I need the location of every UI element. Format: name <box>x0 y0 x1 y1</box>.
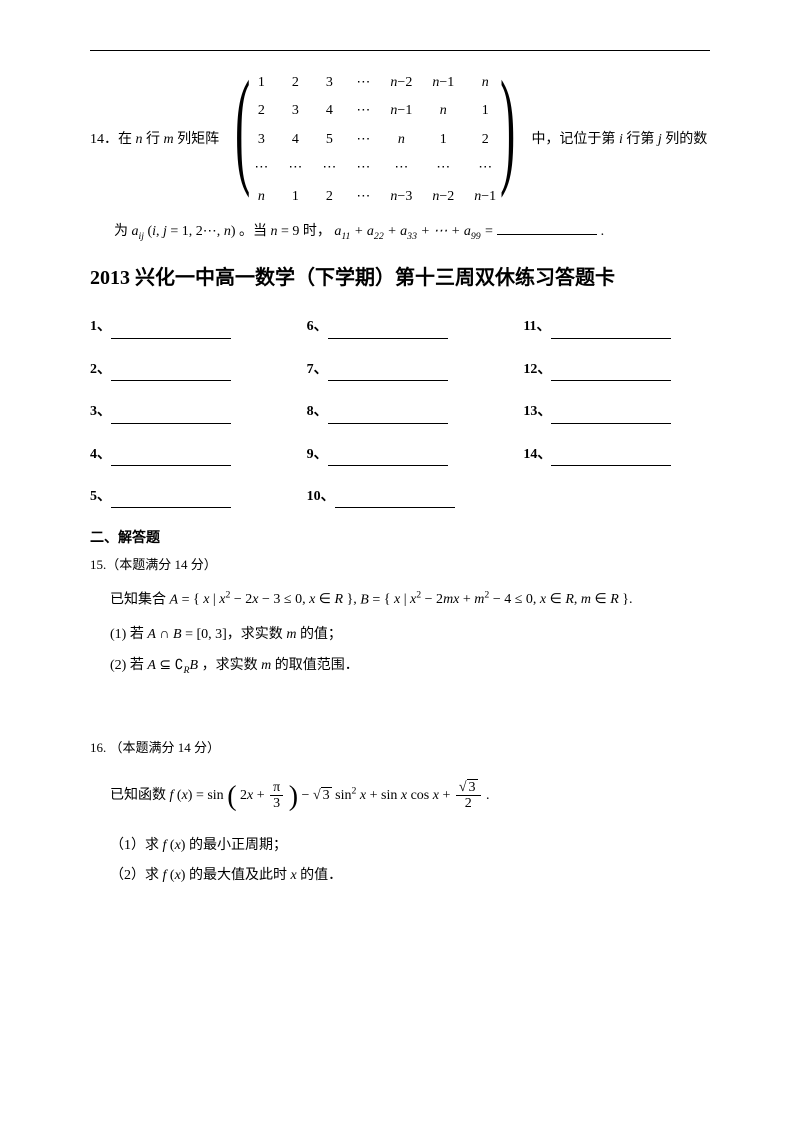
matrix-table: 123⋯n−2n−1n 234⋯n−1n1 345⋯n12 ⋯⋯⋯⋯⋯⋯⋯ n1… <box>244 69 506 211</box>
q15-head: 15.（本题满分 14 分） <box>90 555 710 576</box>
paren-right-icon: ) <box>500 69 515 211</box>
q14-aij: aij <box>132 224 144 239</box>
answer-10: 10、 <box>307 486 494 508</box>
q16-end: . <box>486 788 490 803</box>
answer-13-blank[interactable] <box>551 410 671 424</box>
q15-setB-expr: { x | x2 − 2mx + m2 − 4 ≤ 0, x ∈ R, m ∈ … <box>384 592 633 607</box>
top-rule <box>90 50 710 51</box>
q16-pre: 已知函数 <box>110 788 170 803</box>
answer-6-blank[interactable] <box>328 325 448 339</box>
answer-12-blank[interactable] <box>551 367 671 381</box>
q14-number: 14． <box>90 129 118 151</box>
q14-period: 。当 <box>239 224 271 239</box>
answer-4-blank[interactable] <box>111 452 231 466</box>
answer-2-blank[interactable] <box>111 367 231 381</box>
matrix: ( 123⋯n−2n−1n 234⋯n−1n1 345⋯n12 ⋯⋯⋯⋯⋯⋯⋯ … <box>221 69 529 211</box>
q16-minus: − <box>302 788 313 803</box>
answer-5: 5、 <box>90 486 277 508</box>
answer-1: 1、 <box>90 316 277 338</box>
answer-2: 2、 <box>90 359 277 381</box>
paren-left-icon: ( <box>235 69 250 211</box>
answer-8-blank[interactable] <box>328 410 448 424</box>
answer-11: 11、 <box>523 316 710 338</box>
q14-cond: (i, j = 1, 2⋯, n) <box>147 224 239 239</box>
q14-when: 时， <box>303 224 331 239</box>
q15-sub1: (1) 若 A ∩ B = [0, 3]，求实数 m 的值； <box>110 624 710 646</box>
q14-blank[interactable] <box>497 221 597 235</box>
q15-setB: B <box>360 592 369 607</box>
frac-pi-3: π 3 <box>270 780 283 812</box>
q16-body: 已知函数 f (x) = sin ( 2x + π 3 ) − √3 sin2 … <box>110 769 710 825</box>
answer-3-blank[interactable] <box>111 410 231 424</box>
q16-fx: f <box>170 788 174 803</box>
q15-setA-expr: { x | x2 − 2x − 3 ≤ 0, x ∈ R }, <box>193 592 357 607</box>
q14-line2: 为 aij (i, j = 1, 2⋯, n) 。当 n = 9 时， a11 … <box>114 221 710 244</box>
q14-end: . <box>601 224 605 239</box>
q16-sub2: （2）求 f (x) 的最大值及此时 x 的值． <box>110 865 710 887</box>
answer-8: 8、 <box>307 401 494 423</box>
q14-pre-text: 在 n 行 m 列矩阵 <box>118 129 219 151</box>
q15-setA: A <box>170 592 179 607</box>
answer-7: 7、 <box>307 359 494 381</box>
question-15: 15.（本题满分 14 分） 已知集合 A = { x | x2 − 2x − … <box>90 555 710 678</box>
answer-7-blank[interactable] <box>328 367 448 381</box>
q15-pre: 已知集合 <box>110 592 170 607</box>
page-title: 2013 兴化一中高一数学（下学期）第十三周双休练习答题卡 <box>90 262 710 294</box>
q15-setA-eq: = <box>182 592 193 607</box>
rparen-icon: ) <box>289 781 298 812</box>
sqrt3-icon: √3 <box>313 787 332 803</box>
q14-eq9: = 9 <box>281 224 303 239</box>
q14-sum: a11 + a22 + a33 + ⋯ + a99 = <box>334 224 497 239</box>
answer-grid: 1、 6、 11、 2、 7、 12、 3、 8、 13、 4、 9、 14、 … <box>90 316 710 508</box>
q16-arg: 2x + <box>240 788 268 803</box>
q16-sin2x: sin2 x + sin x cos x + <box>335 788 454 803</box>
answer-9: 9、 <box>307 444 494 466</box>
q14-line2-a: 为 <box>114 224 132 239</box>
answer-13: 13、 <box>523 401 710 423</box>
q16-head: 16. （本题满分 14 分） <box>90 738 710 759</box>
frac-sqrt3-2-num: √3 <box>456 780 481 796</box>
question-16: 16. （本题满分 14 分） 已知函数 f (x) = sin ( 2x + … <box>90 738 710 888</box>
answer-11-blank[interactable] <box>551 325 671 339</box>
q15-setB-eq: = <box>372 592 383 607</box>
question-14: 14． 在 n 行 m 列矩阵 ( 123⋯n−2n−1n 234⋯n−1n1 … <box>90 69 710 211</box>
answer-3: 3、 <box>90 401 277 423</box>
answer-6: 6、 <box>307 316 494 338</box>
lparen-icon: ( <box>227 781 236 812</box>
q15-sub2: (2) 若 A ⊆ ∁RB ，求实数 m 的取值范围． <box>110 655 710 678</box>
frac-sqrt3-2: √3 2 <box>456 780 481 812</box>
section-2-heading: 二、解答题 <box>90 528 710 550</box>
answer-1-blank[interactable] <box>111 325 231 339</box>
answer-5-blank[interactable] <box>111 494 231 508</box>
answer-9-blank[interactable] <box>328 452 448 466</box>
q15-body: 已知集合 A = { x | x2 − 2x − 3 ≤ 0, x ∈ R },… <box>110 586 710 615</box>
answer-12: 12、 <box>523 359 710 381</box>
q16-sub1: （1）求 f (x) 的最小正周期； <box>110 835 710 857</box>
answer-14-blank[interactable] <box>551 452 671 466</box>
answer-10-blank[interactable] <box>335 494 455 508</box>
q16-fx2: (x) = sin <box>177 788 224 803</box>
answer-4: 4、 <box>90 444 277 466</box>
q14-n9: n <box>270 224 277 239</box>
answer-14: 14、 <box>523 444 710 466</box>
q14-post-text: 中，记位于第 i 行第 j 列的数 <box>531 129 707 151</box>
